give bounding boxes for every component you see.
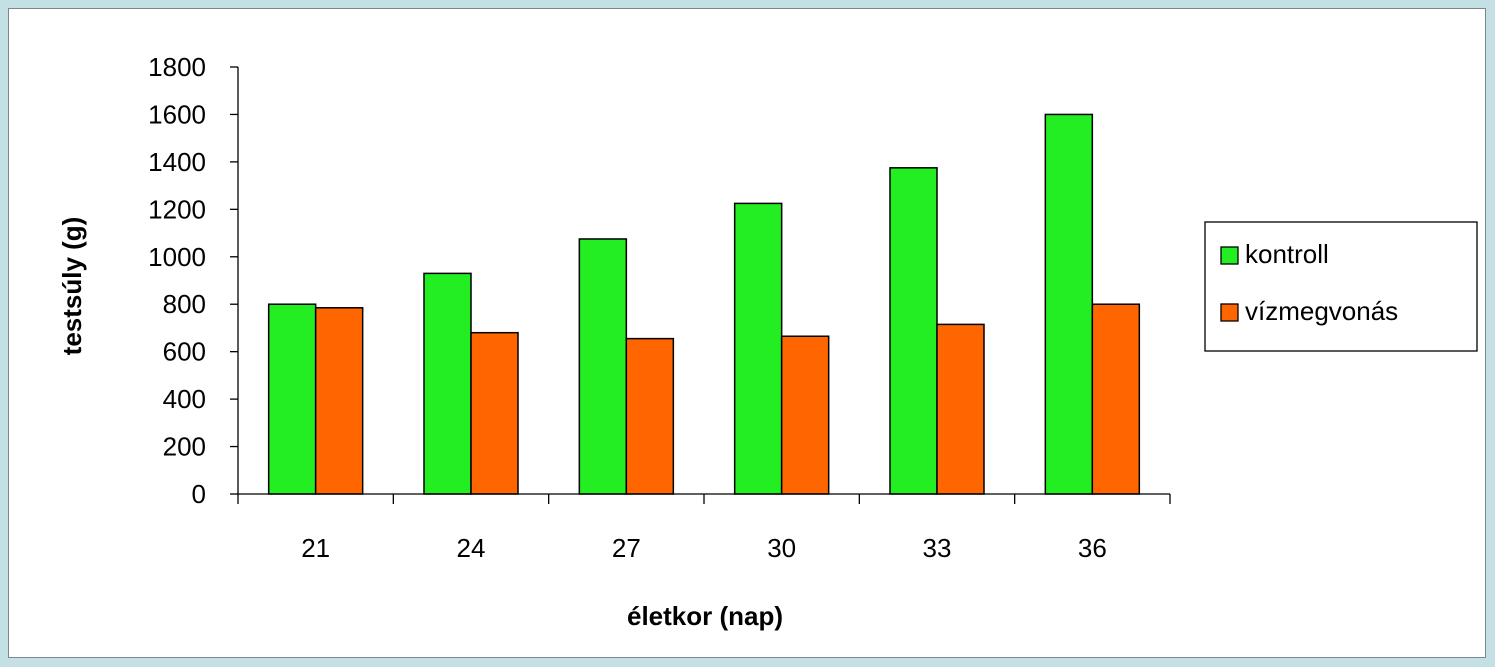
y-tick-label: 600 xyxy=(163,337,206,367)
x-tick-label: 36 xyxy=(1078,533,1107,563)
y-tick-label: 1400 xyxy=(148,147,206,177)
chart-frame: 0 200 400 600 800 1000 1200 1400 1600 1800 21 24 27 3… xyxy=(8,8,1486,658)
y-tick-label: 800 xyxy=(163,289,206,319)
x-tick-label: 24 xyxy=(457,533,486,563)
x-tick-label: 27 xyxy=(612,533,641,563)
bar-kontroll xyxy=(733,202,783,495)
y-axis-title: testsúly (g) xyxy=(57,217,87,356)
bar-vizmegvonas xyxy=(1091,303,1141,495)
bar-vizmegvonas xyxy=(625,337,675,495)
bars-group xyxy=(267,113,1141,495)
bar-vizmegvonas xyxy=(936,323,985,495)
bar-kontroll xyxy=(423,272,472,495)
y-tick-label: 1800 xyxy=(148,52,206,82)
y-tick-label: 1600 xyxy=(148,99,206,129)
x-tick-label: 33 xyxy=(923,533,952,563)
legend-swatch xyxy=(1220,246,1239,265)
bar-kontroll xyxy=(267,303,317,495)
bar-vizmegvonas xyxy=(470,331,519,495)
y-tick-label: 400 xyxy=(163,384,206,414)
y-tick-label: 200 xyxy=(163,432,206,462)
bar-vizmegvonas xyxy=(314,307,364,495)
axes-group: 0 200 400 600 800 1000 1200 1400 1600 1800 21 24 27 3… xyxy=(148,52,1171,563)
x-axis-title: életkor (nap) xyxy=(627,601,783,631)
legend-box xyxy=(1204,221,1478,352)
bar-vizmegvonas xyxy=(780,335,830,495)
y-tick-label: 1200 xyxy=(148,194,206,224)
bar-chart: 0 200 400 600 800 1000 1200 1400 1600 1800 21 24 27 3… xyxy=(57,52,1478,631)
y-tick-label: 1000 xyxy=(148,242,206,272)
y-tick-label: 0 xyxy=(192,479,206,509)
x-tick-label: 30 xyxy=(767,533,796,563)
legend: kontroll vízmegvonás xyxy=(1204,221,1478,352)
legend-swatch xyxy=(1220,303,1239,322)
legend-label: kontroll xyxy=(1245,239,1329,269)
bar-kontroll xyxy=(578,238,628,495)
bar-kontroll xyxy=(889,167,938,495)
legend-label: vízmegvonás xyxy=(1245,296,1398,326)
x-tick-label: 21 xyxy=(301,533,330,563)
bar-kontroll xyxy=(1044,113,1094,495)
